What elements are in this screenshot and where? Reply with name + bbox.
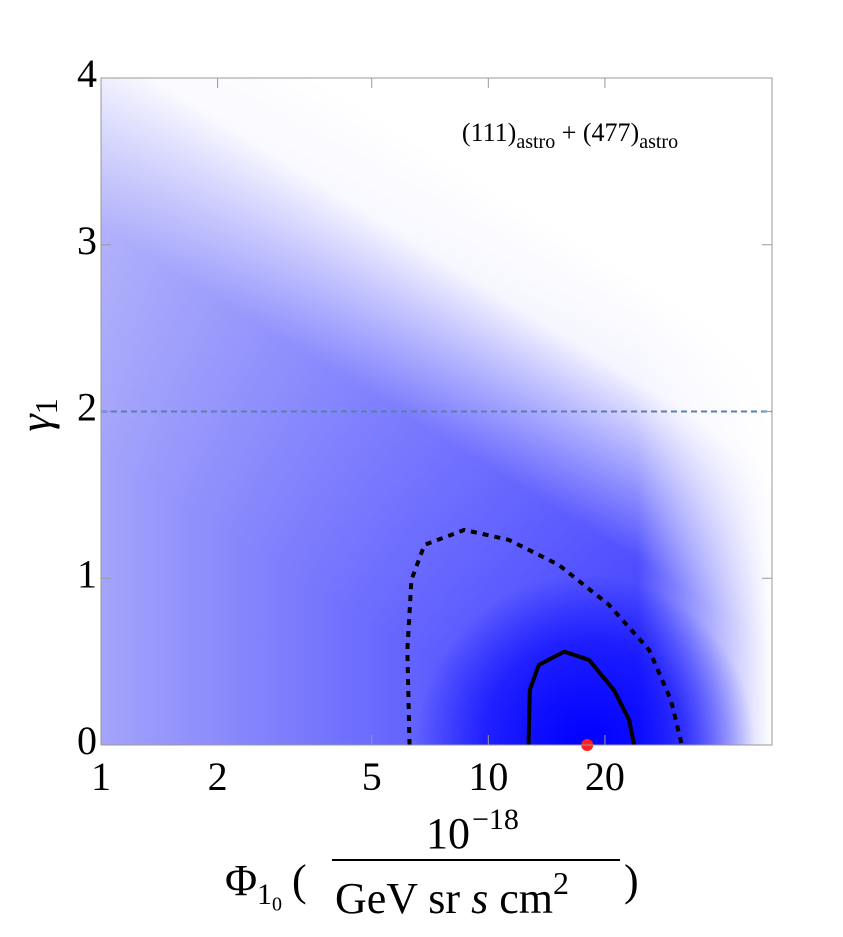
x-label-numerator-exp: −18 bbox=[472, 803, 519, 836]
denominator-part: GeV sr bbox=[335, 874, 460, 923]
annotation-text: (111) bbox=[462, 118, 516, 147]
x-tick-label: 1 bbox=[91, 754, 111, 799]
x-tick-label: 2 bbox=[208, 754, 228, 799]
denominator-part: cm bbox=[499, 874, 553, 923]
denominator-part: s bbox=[471, 874, 488, 923]
x-label-subsub: 0 bbox=[272, 894, 282, 916]
y-axis-label: γ1 bbox=[11, 398, 64, 431]
x-label-paren: ) bbox=[624, 856, 639, 905]
contour-line bbox=[526, 649, 637, 746]
y-tick-label: 0 bbox=[77, 718, 97, 763]
y-label-sub: 1 bbox=[28, 398, 64, 414]
y-label-symbol: γ bbox=[11, 413, 60, 432]
y-tick-label: 4 bbox=[77, 51, 97, 96]
x-tick-label: 10 bbox=[468, 754, 508, 799]
contour-line bbox=[405, 527, 684, 746]
x-tick-label: 20 bbox=[585, 754, 625, 799]
annotation: (111)astro + (477)astro bbox=[462, 118, 678, 153]
x-label-sub: 1 bbox=[257, 878, 272, 911]
x-axis-label: Φ 1 0 ( 10 −18 GeV sr s cm2 ) bbox=[225, 803, 639, 923]
x-label-denominator: GeV sr s cm2 bbox=[335, 865, 569, 923]
y-tick-label: 3 bbox=[77, 218, 97, 263]
x-label-numerator: 10 bbox=[426, 809, 470, 858]
annotation-sub: astro bbox=[639, 131, 678, 153]
y-tick-label: 2 bbox=[77, 385, 97, 430]
annotation-sub: astro bbox=[516, 131, 555, 153]
x-label-symbol: Φ bbox=[225, 856, 257, 905]
annotation-text: + (477) bbox=[555, 118, 639, 147]
denominator-exp: 2 bbox=[553, 865, 569, 901]
x-tick-label: 5 bbox=[362, 754, 382, 799]
y-tick-label: 1 bbox=[77, 551, 97, 596]
x-label-paren: ( bbox=[292, 856, 307, 905]
